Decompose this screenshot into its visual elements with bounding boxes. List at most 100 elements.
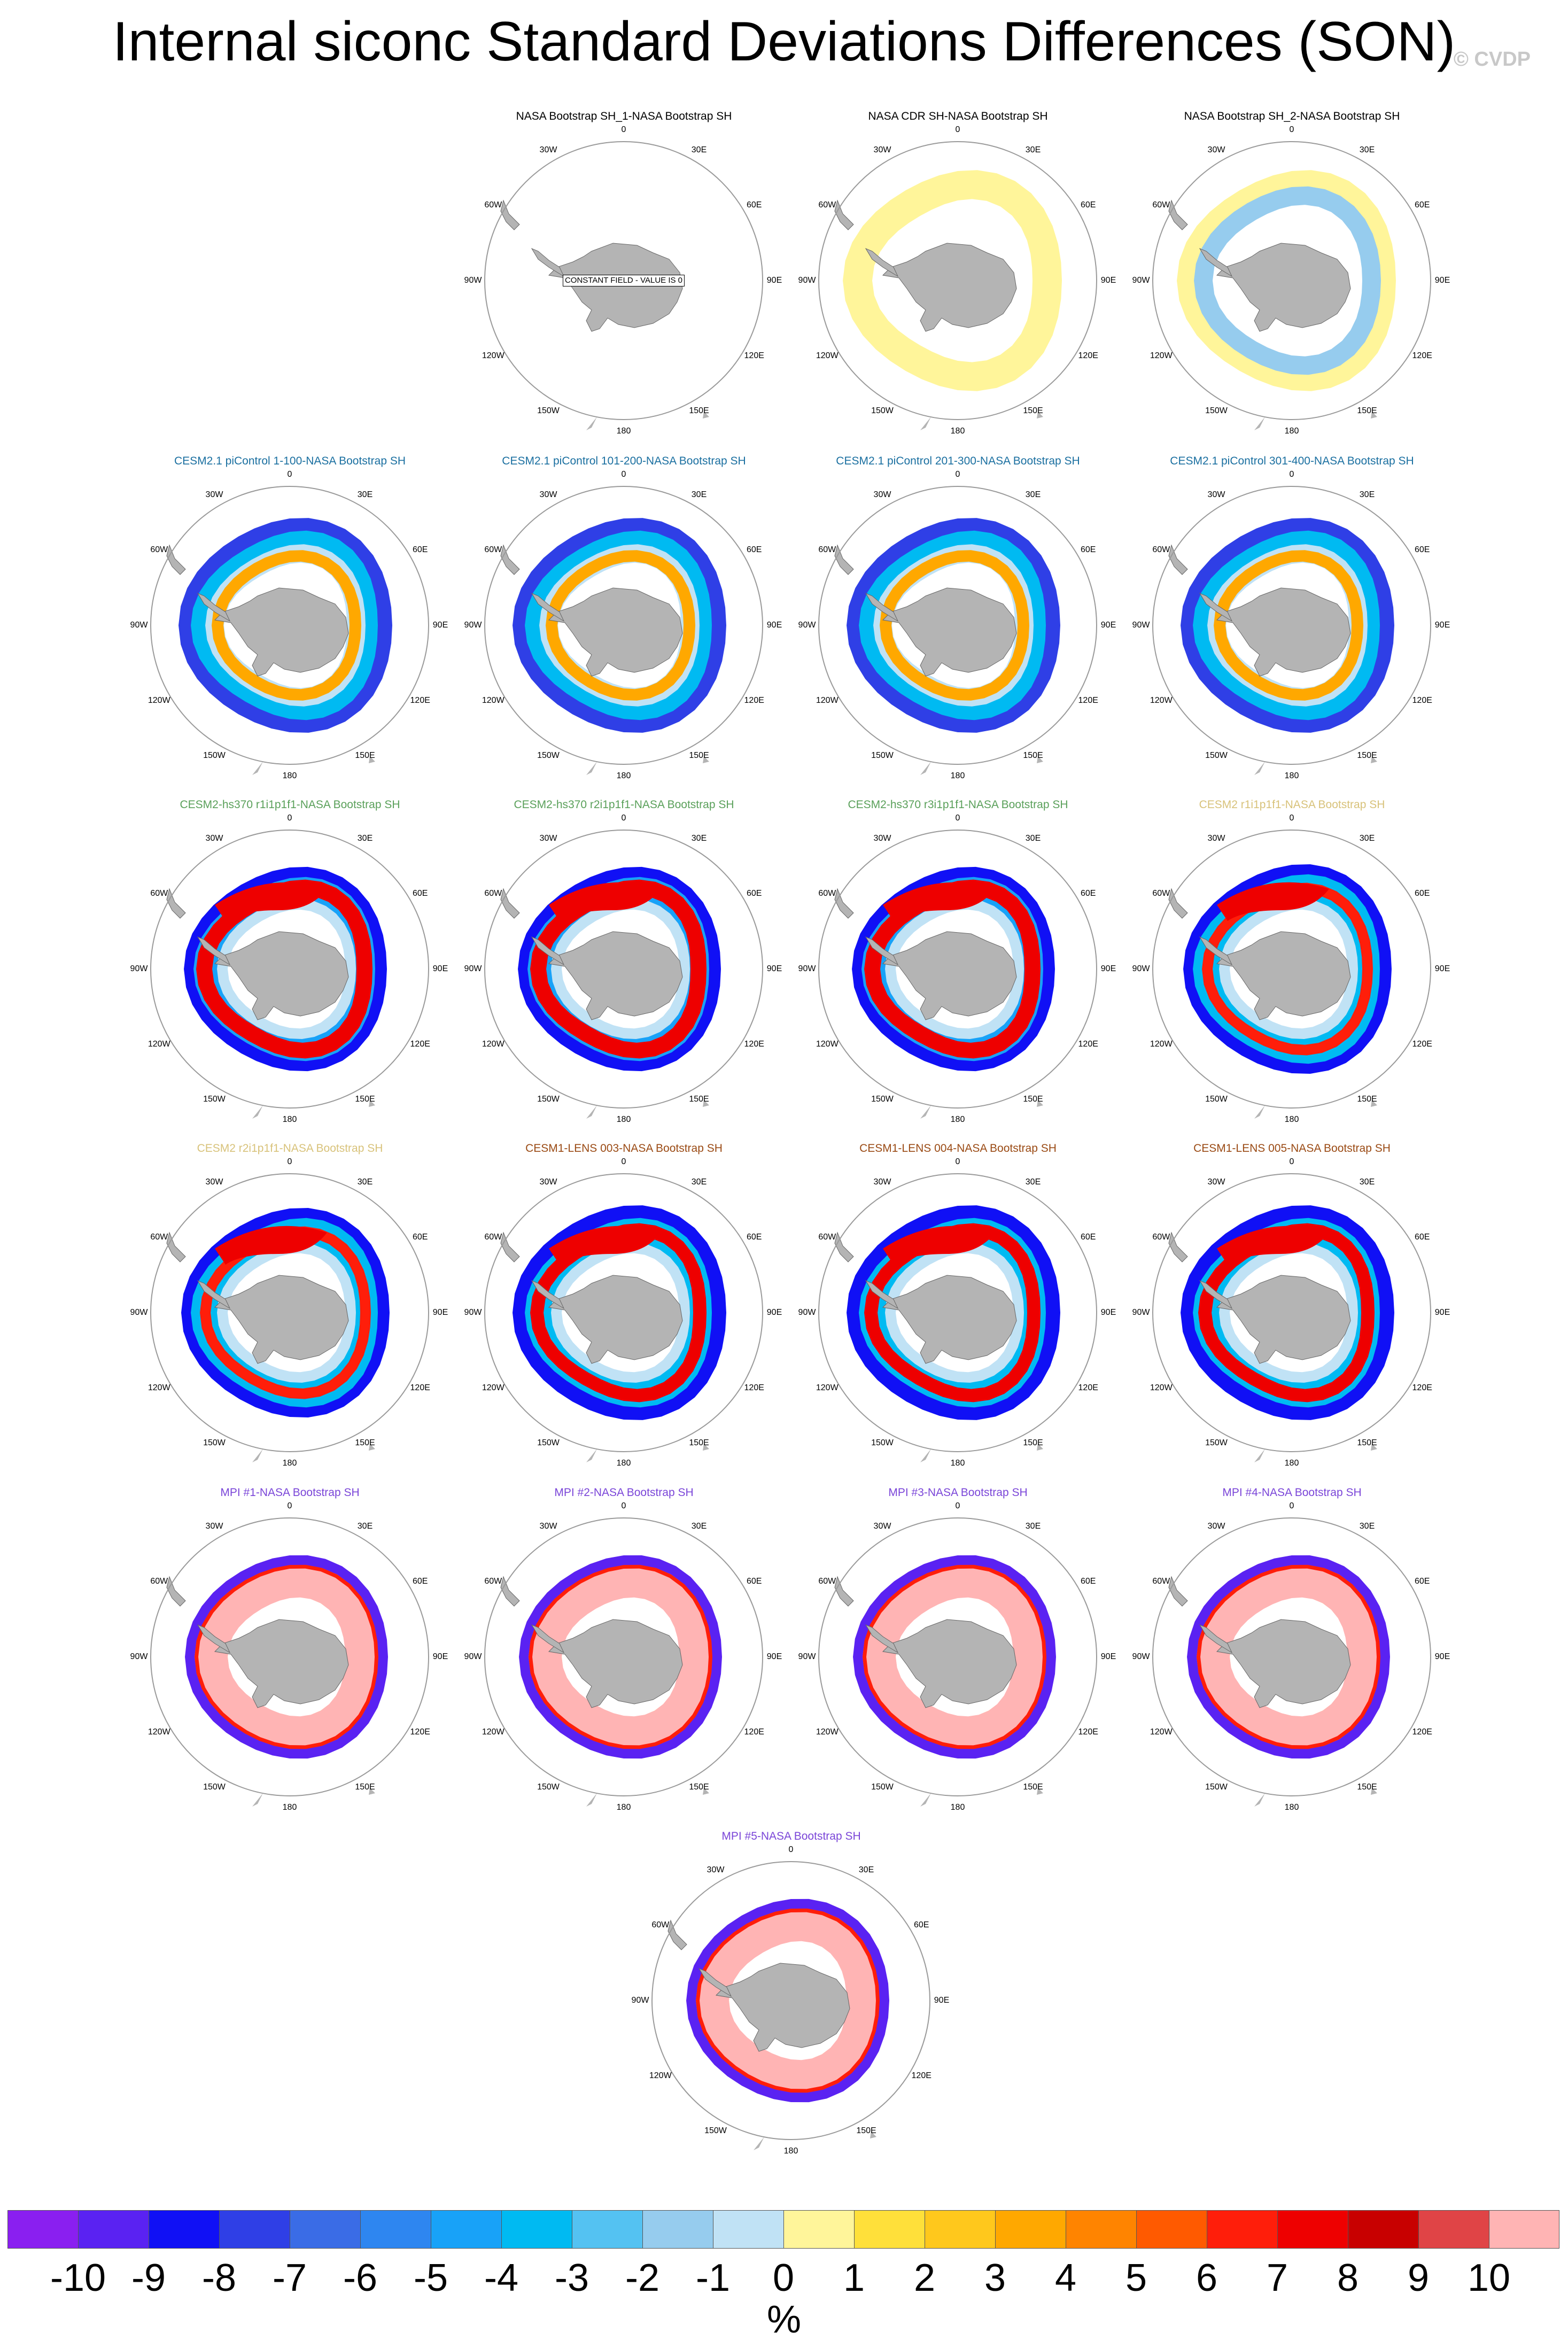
longitude-tick-label: 60E xyxy=(412,1577,428,1586)
longitude-tick-label: 90E xyxy=(1434,276,1450,285)
panel-title: CESM2-hs370 r2i1p1f1-NASA Bootstrap SH xyxy=(514,799,734,811)
longitude-tick-label: 60W xyxy=(1152,889,1170,898)
colorbar-swatch xyxy=(501,2210,572,2249)
longitude-tick-label: 60W xyxy=(818,200,836,210)
longitude-tick-label: 120E xyxy=(744,1727,764,1737)
longitude-tick-label: 90W xyxy=(464,276,482,285)
land-mass xyxy=(1216,931,1351,1020)
longitude-tick-label: 120W xyxy=(1150,1383,1173,1392)
longitude-tick-label: 30E xyxy=(1025,1177,1041,1187)
map-panel: MPI #1-NASA Bootstrap SH 0 30E 60E 90E 120E 15… xyxy=(123,1486,457,1812)
map-content xyxy=(1152,1173,1431,1462)
map-content xyxy=(484,1517,763,1807)
sea-ice-field xyxy=(215,882,327,921)
longitude-tick-label: 60W xyxy=(818,545,836,554)
map-boundary xyxy=(150,486,429,765)
longitude-tick-label: 120E xyxy=(1078,1040,1098,1049)
land-mass xyxy=(531,592,565,622)
longitude-tick-label: 150W xyxy=(871,406,894,416)
longitude-tick-label: 120W xyxy=(482,696,504,705)
longitude-tick-label: 150E xyxy=(1357,1783,1377,1792)
longitude-tick-label: 180 xyxy=(950,427,965,436)
land-mass xyxy=(920,1105,931,1119)
land-mass xyxy=(1254,762,1265,775)
colorbar-swatch xyxy=(360,2210,431,2249)
longitude-tick-label: 60E xyxy=(913,1920,929,1929)
sea-ice-field xyxy=(883,882,995,921)
longitude-tick-label: 150W xyxy=(871,1783,894,1792)
land-mass xyxy=(369,756,375,763)
longitude-tick-label: 180 xyxy=(616,1115,631,1124)
longitude-tick-label: 150E xyxy=(1357,1438,1377,1448)
panel-title: CESM1-LENS 005-NASA Bootstrap SH xyxy=(1193,1142,1391,1154)
colorbar-swatch xyxy=(290,2210,360,2249)
map-content xyxy=(1152,486,1431,775)
longitude-tick-label: 150E xyxy=(1023,1438,1043,1448)
land-mass xyxy=(531,936,565,966)
panel-title: NASA Bootstrap SH_2-NASA Bootstrap SH xyxy=(1184,110,1400,122)
land-mass xyxy=(1371,1788,1377,1795)
longitude-tick-label: 30W xyxy=(873,490,891,499)
land-mass xyxy=(548,1275,683,1364)
land-mass xyxy=(252,762,263,775)
constant-field-note: CONSTANT FIELD - VALUE IS 0 xyxy=(562,275,685,286)
sea-ice-field xyxy=(1193,874,1380,1064)
longitude-tick-label: 30E xyxy=(1025,1521,1041,1531)
longitude-tick-label: 120W xyxy=(148,1040,170,1049)
map-panel: NASA Bootstrap SH_1-NASA Bootstrap SH 0 30… xyxy=(457,110,791,436)
longitude-tick-label: 60E xyxy=(1414,545,1430,554)
longitude-tick-label: 150E xyxy=(689,751,709,761)
longitude-tick-label: 30W xyxy=(539,1521,557,1531)
land-mass xyxy=(703,756,709,763)
longitude-tick-label: 0 xyxy=(287,813,292,823)
land-mass xyxy=(548,243,683,332)
map-panel: CESM2 r2i1p1f1-NASA Bootstrap SH 0 30E 60E 9… xyxy=(123,1142,457,1468)
longitude-tick-label: 60W xyxy=(818,1577,836,1586)
map-content xyxy=(150,830,429,1119)
longitude-tick-label: 150E xyxy=(1023,1783,1043,1792)
panel-title: CESM1-LENS 003-NASA Bootstrap SH xyxy=(525,1142,723,1154)
land-mass xyxy=(1216,1619,1351,1708)
land-mass xyxy=(1254,1449,1265,1462)
longitude-tick-label: 120W xyxy=(148,1727,170,1737)
longitude-tick-label: 180 xyxy=(616,427,631,436)
map-boundary xyxy=(818,141,1097,420)
colorbar-swatch xyxy=(219,2210,290,2249)
colorbar-swatch xyxy=(7,2210,78,2249)
sea-ice-field xyxy=(549,882,661,921)
colorbar-swatch xyxy=(1348,2210,1418,2249)
polar-map xyxy=(484,830,763,1119)
colorbar-tick-label: 7 xyxy=(1266,2257,1288,2299)
land-mass xyxy=(548,931,683,1020)
map-content xyxy=(1152,141,1431,430)
land-mass xyxy=(834,199,854,230)
land-mass xyxy=(197,592,231,622)
longitude-tick-label: 90E xyxy=(934,1996,950,2005)
map-panel: NASA CDR SH-NASA Bootstrap SH 0 30E 60E 90E 1… xyxy=(791,110,1125,436)
longitude-tick-label: 60E xyxy=(1080,545,1096,554)
land-mass xyxy=(1037,1444,1043,1451)
land-mass xyxy=(834,1576,854,1607)
land-mass xyxy=(1168,1576,1188,1607)
longitude-tick-label: 120W xyxy=(816,1727,839,1737)
longitude-tick-label: 150W xyxy=(1205,751,1228,761)
longitude-tick-label: 60E xyxy=(1414,1233,1430,1242)
land-mass xyxy=(865,592,899,622)
longitude-tick-label: 90W xyxy=(464,1652,482,1661)
sea-ice-field xyxy=(1200,1568,1377,1746)
longitude-tick-label: 30W xyxy=(539,490,557,499)
longitude-tick-label: 60W xyxy=(1152,1233,1170,1242)
land-mass xyxy=(166,888,186,919)
longitude-tick-label: 60W xyxy=(484,1233,502,1242)
longitude-tick-label: 30W xyxy=(1207,1521,1225,1531)
colorbar-tick-label: 6 xyxy=(1196,2257,1218,2299)
land-mass xyxy=(882,1275,1017,1364)
longitude-tick-label: 0 xyxy=(955,1157,960,1166)
longitude-tick-label: 90W xyxy=(130,964,148,973)
land-mass xyxy=(586,1793,597,1807)
polar-map xyxy=(1152,1173,1431,1462)
colorbar-tick-label: -7 xyxy=(272,2257,307,2299)
land-mass xyxy=(865,1624,899,1654)
longitude-tick-label: 60W xyxy=(150,1233,168,1242)
longitude-tick-label: 30E xyxy=(1359,490,1375,499)
